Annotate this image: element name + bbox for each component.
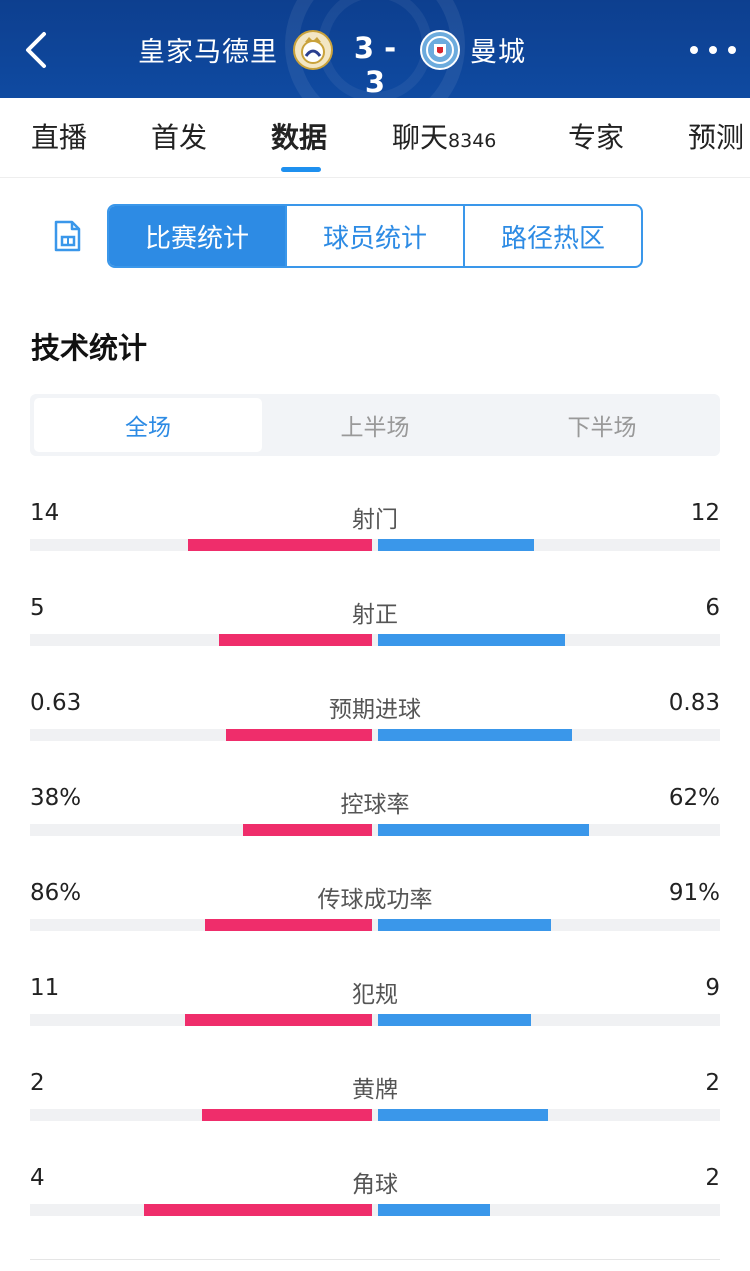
period-full-match[interactable]: 全场 (34, 398, 262, 452)
tab-data[interactable]: 数据 (271, 121, 328, 154)
home-stat-value: 0.63 (30, 690, 82, 716)
tab-lineup[interactable]: 首发 (151, 121, 208, 154)
away-stat-value: 62% (668, 785, 720, 811)
stat-row: 11 犯规 9 (30, 975, 720, 1035)
tab-chat[interactable]: 聊天8346 (392, 121, 497, 154)
man-city-crest-icon[interactable] (420, 30, 460, 70)
home-stat-bar (185, 1014, 372, 1026)
stat-bar-track (30, 729, 720, 741)
home-team-name[interactable]: 皇家马德里 (138, 37, 278, 68)
stat-name: 传球成功率 (317, 887, 433, 913)
home-stat-value: 86% (30, 880, 82, 906)
real-madrid-crest-icon[interactable] (293, 30, 333, 70)
home-stat-bar (219, 634, 372, 646)
home-stat-bar (226, 729, 372, 741)
away-stat-bar (378, 824, 589, 836)
away-stat-bar (378, 1204, 490, 1216)
stat-bar-track (30, 1204, 720, 1216)
home-stat-bar (243, 824, 372, 836)
away-stat-value: 6 (705, 595, 720, 621)
match-score: 3 - 3 (353, 31, 397, 98)
tab-live[interactable]: 直播 (31, 121, 88, 154)
stat-row: 86% 传球成功率 91% (30, 880, 720, 940)
stat-bar-track (30, 539, 720, 551)
away-stat-value: 12 (690, 500, 720, 526)
away-stat-value: 0.83 (668, 690, 720, 716)
active-tab-indicator (281, 167, 321, 172)
home-stat-bar (144, 1204, 372, 1216)
stat-row: 2 黄牌 2 (30, 1070, 720, 1130)
away-team-name[interactable]: 曼城 (470, 37, 526, 68)
stat-name: 犯规 (352, 982, 398, 1008)
section-title: 技术统计 (31, 331, 148, 365)
stat-name: 控球率 (340, 792, 410, 818)
home-stat-value: 5 (30, 595, 45, 621)
stat-name: 射门 (352, 507, 398, 533)
home-stat-value: 4 (30, 1165, 45, 1191)
away-stat-bar (378, 634, 565, 646)
stats-segmented-control: 比赛统计 球员统计 路径热区 (107, 204, 643, 268)
stat-row: 14 射门 12 (30, 500, 720, 560)
away-stat-bar (378, 539, 534, 551)
away-stat-value: 2 (705, 1165, 720, 1191)
stat-bar-track (30, 1014, 720, 1026)
away-stat-value: 9 (705, 975, 720, 1001)
home-stat-bar (188, 539, 372, 551)
stat-name: 射正 (352, 602, 398, 628)
period-selector: 全场 上半场 下半场 (30, 394, 720, 456)
stat-row: 4 角球 2 (30, 1165, 720, 1225)
tab-prediction[interactable]: 预测 (688, 121, 745, 154)
segment-match-stats[interactable]: 比赛统计 (109, 206, 285, 266)
tab-expert[interactable]: 专家 (568, 121, 625, 154)
home-stat-bar (205, 919, 372, 931)
away-stat-bar (378, 729, 572, 741)
main-tabs: 直播 首发 数据 聊天8346 专家 预测 (0, 98, 750, 178)
stat-bar-track (30, 824, 720, 836)
away-stat-bar (378, 1109, 548, 1121)
period-second-half[interactable]: 下半场 (567, 415, 637, 441)
stat-name: 角球 (352, 1172, 398, 1198)
away-stat-bar (378, 919, 551, 931)
away-stat-value: 2 (705, 1070, 720, 1096)
segment-heatmap[interactable]: 路径热区 (463, 206, 641, 266)
more-options-icon[interactable] (690, 40, 736, 60)
home-stat-value: 38% (30, 785, 82, 811)
stat-row: 5 射正 6 (30, 595, 720, 655)
away-stat-bar (378, 1014, 531, 1026)
match-header: 皇家马德里 3 - 3 曼城 (0, 0, 750, 98)
stat-row: 0.63 预期进球 0.83 (30, 690, 720, 750)
home-stat-bar (202, 1109, 372, 1121)
period-first-half[interactable]: 上半场 (340, 415, 410, 441)
segment-player-stats[interactable]: 球员统计 (285, 206, 463, 266)
divider (30, 1259, 720, 1260)
stat-bar-track (30, 634, 720, 646)
back-icon[interactable] (22, 28, 58, 72)
home-stat-value: 14 (30, 500, 60, 526)
away-stat-value: 91% (668, 880, 720, 906)
stat-name: 黄牌 (352, 1077, 398, 1103)
home-stat-value: 2 (30, 1070, 45, 1096)
stat-bar-track (30, 1109, 720, 1121)
stat-row: 38% 控球率 62% (30, 785, 720, 845)
stat-bar-track (30, 919, 720, 931)
document-icon[interactable] (50, 219, 84, 253)
stat-name: 预期进球 (329, 697, 421, 723)
home-stat-value: 11 (30, 975, 60, 1001)
chat-count-badge: 8346 (448, 130, 497, 152)
